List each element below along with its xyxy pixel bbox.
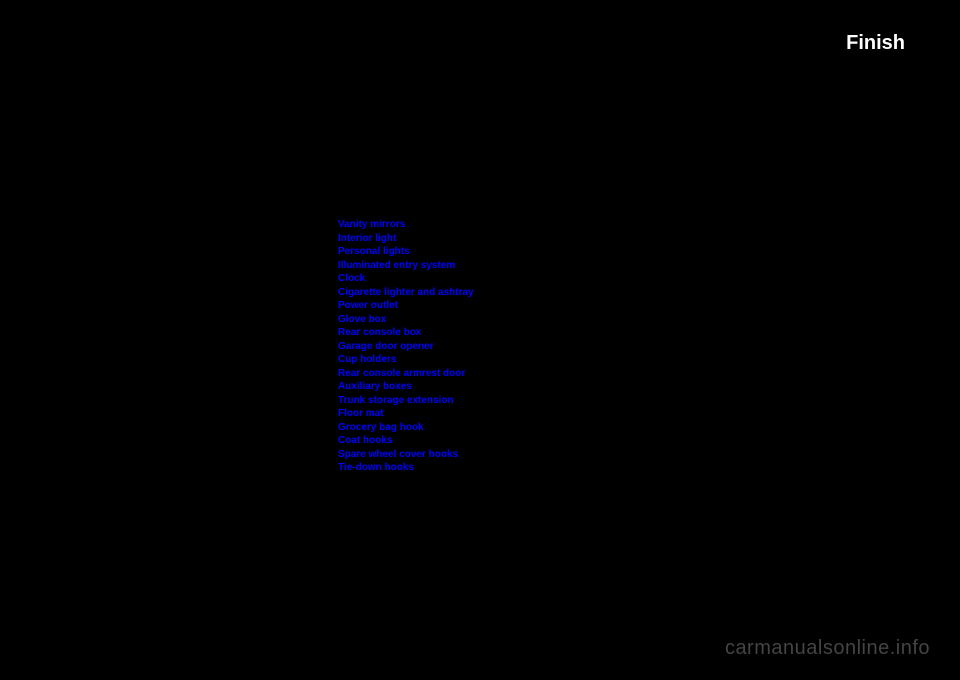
toc-item[interactable]: Power outlet — [338, 299, 474, 313]
toc-item[interactable]: Garage door opener — [338, 340, 474, 354]
toc-item[interactable]: Interior light — [338, 232, 474, 246]
toc-item[interactable]: Grocery bag hook — [338, 421, 474, 435]
toc-item[interactable]: Tie-down hooks — [338, 461, 474, 475]
toc-item[interactable]: Cup holders — [338, 353, 474, 367]
toc-item[interactable]: Illuminated entry system — [338, 259, 474, 273]
toc-item[interactable]: Clock — [338, 272, 474, 286]
toc-item[interactable]: Coat hooks — [338, 434, 474, 448]
toc-item[interactable]: Cigarette lighter and ashtray — [338, 286, 474, 300]
toc-item[interactable]: Personal lights — [338, 245, 474, 259]
toc-list: Vanity mirrors Interior light Personal l… — [338, 218, 474, 475]
finish-label: Finish — [846, 32, 905, 55]
toc-item[interactable]: Rear console box — [338, 326, 474, 340]
toc-item[interactable]: Rear console armrest door — [338, 367, 474, 381]
toc-item[interactable]: Spare wheel cover hooks — [338, 448, 474, 462]
toc-item[interactable]: Floor mat — [338, 407, 474, 421]
toc-item[interactable]: Auxiliary boxes — [338, 380, 474, 394]
watermark: carmanualsonline.info — [725, 637, 930, 660]
toc-item[interactable]: Vanity mirrors — [338, 218, 474, 232]
toc-item[interactable]: Trunk storage extension — [338, 394, 474, 408]
toc-item[interactable]: Glove box — [338, 313, 474, 327]
